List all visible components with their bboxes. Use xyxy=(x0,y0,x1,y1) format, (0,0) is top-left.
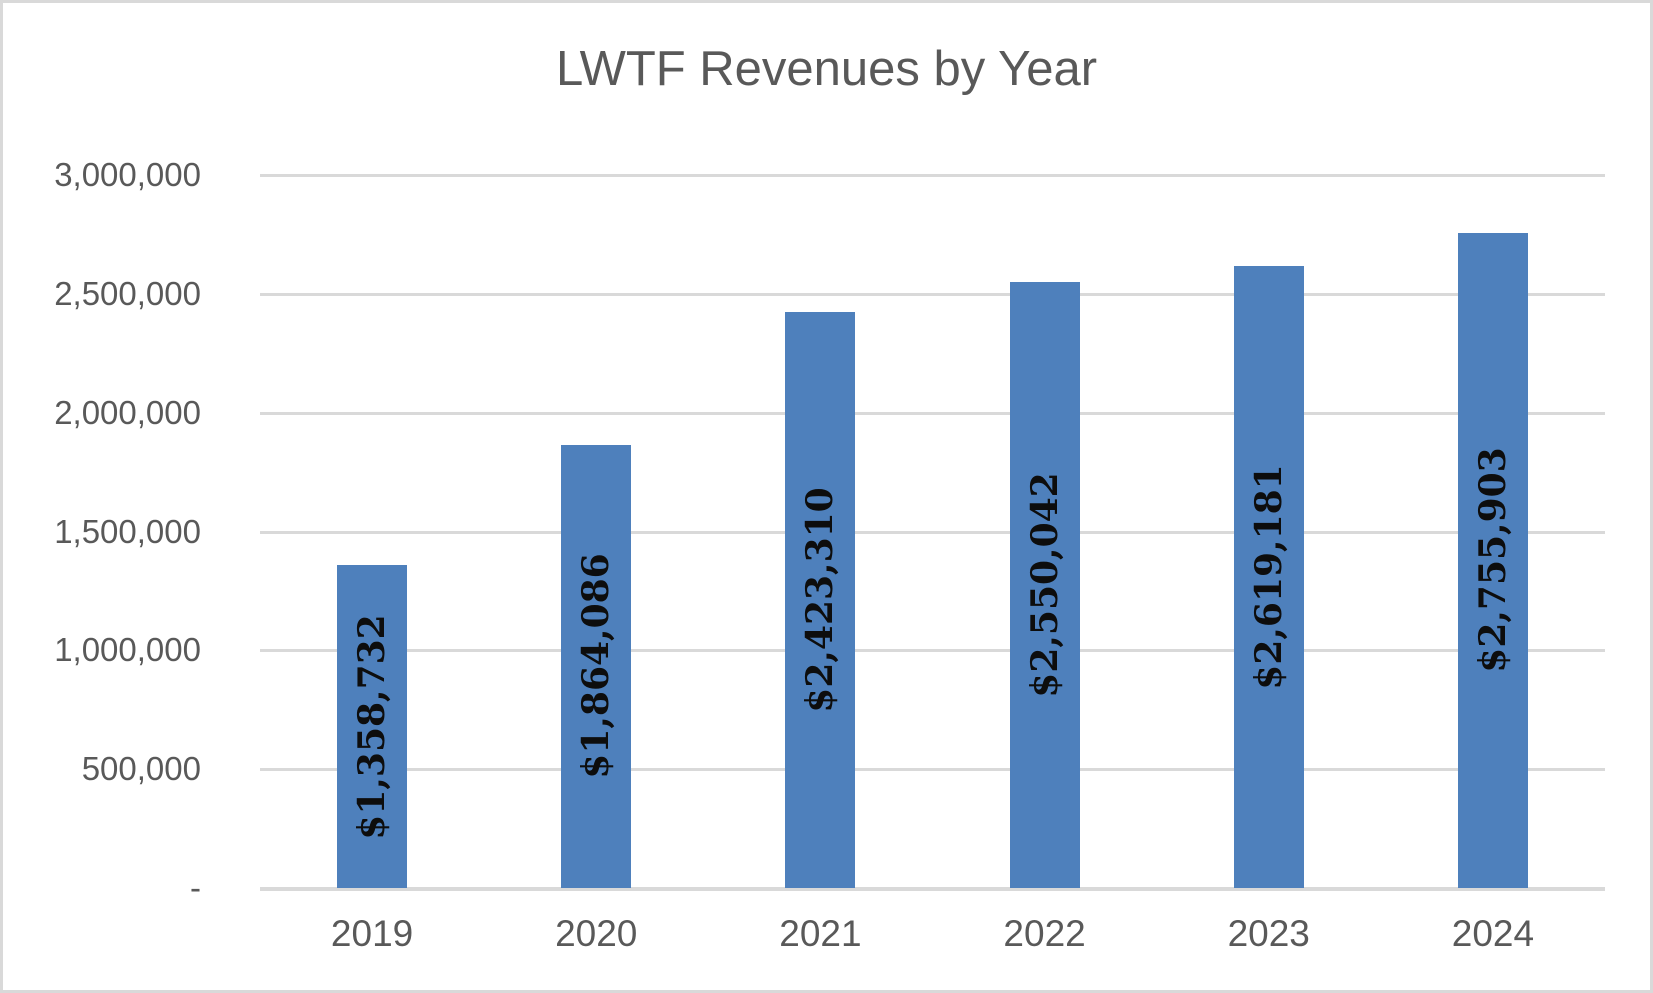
x-tick-label-2020: 2020 xyxy=(555,913,638,954)
chart-title: LWTF Revenues by Year xyxy=(555,42,1098,96)
gridline-1000000 xyxy=(260,649,1605,653)
y-tick-label: 1,000,000 xyxy=(54,631,201,669)
x-tick-label-2021: 2021 xyxy=(779,913,862,954)
y-tick-label: 3,000,000 xyxy=(54,156,201,193)
x-tick-label-2023: 2023 xyxy=(1227,913,1310,954)
bar-2021: $2,423,310 xyxy=(785,312,856,888)
bar-2019: $1,358,732 xyxy=(337,565,408,888)
x-tick-label-2024: 2024 xyxy=(1451,913,1535,954)
x-tick-label-2019: 2019 xyxy=(330,913,414,954)
bar-2023: $2,619,181 xyxy=(1233,265,1304,888)
x-tick-label-2022: 2022 xyxy=(1003,913,1086,954)
bar-2024: $2,755,903 xyxy=(1457,233,1528,888)
bar-value-label-2020: $1,864,086 xyxy=(575,553,618,780)
gridline-2500000 xyxy=(260,292,1605,296)
x-axis-line xyxy=(260,887,1605,891)
bar-value-label-2022: $2,550,042 xyxy=(1023,472,1066,698)
y-tick-label: 500,000 xyxy=(81,750,201,788)
bar-2022: $2,550,042 xyxy=(1009,281,1080,888)
bar-value-label-2023: $2,619,181 xyxy=(1247,464,1290,690)
y-tick-label: - xyxy=(190,869,201,906)
bar-value-label-2021: $2,423,310 xyxy=(799,487,842,713)
gridline-500000 xyxy=(260,768,1605,772)
bar-2020: $1,864,086 xyxy=(561,444,632,888)
gridline-1500000 xyxy=(260,530,1605,534)
y-tick-label: 2,500,000 xyxy=(54,274,201,312)
gridline-2000000 xyxy=(260,411,1605,415)
y-tick-label: 2,000,000 xyxy=(54,393,201,431)
y-tick-label: 1,500,000 xyxy=(54,512,201,550)
bar-value-label-2024: $2,755,903 xyxy=(1471,447,1514,674)
gridline-3000000 xyxy=(260,174,1605,177)
bar-value-label-2019: $1,358,732 xyxy=(351,613,394,840)
